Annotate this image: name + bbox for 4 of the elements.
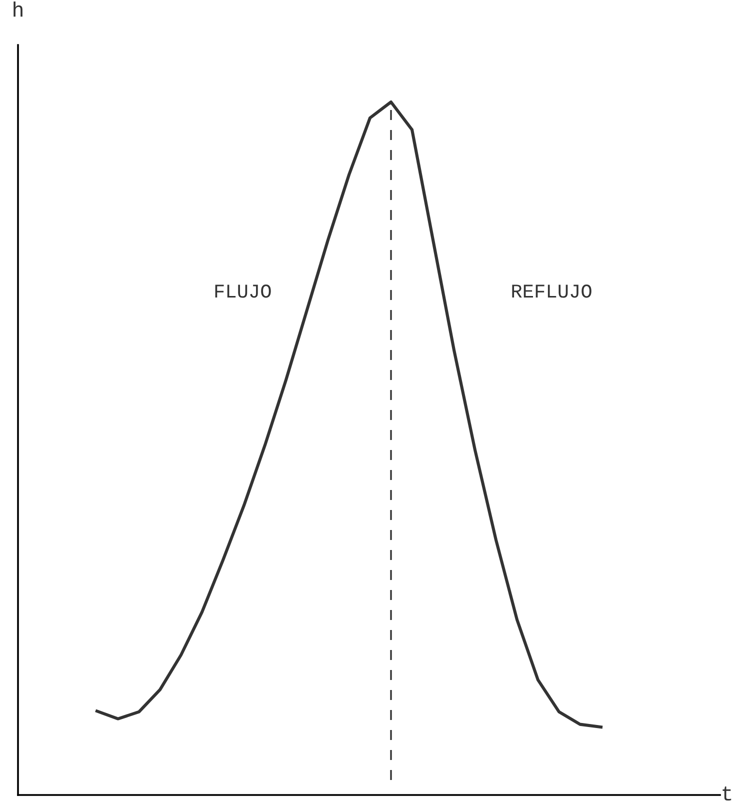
text: h [14,2,22,17]
text: t [722,786,732,801]
annotation: REFLUJO [512,284,592,298]
annotation: FLUJO [215,284,271,298]
